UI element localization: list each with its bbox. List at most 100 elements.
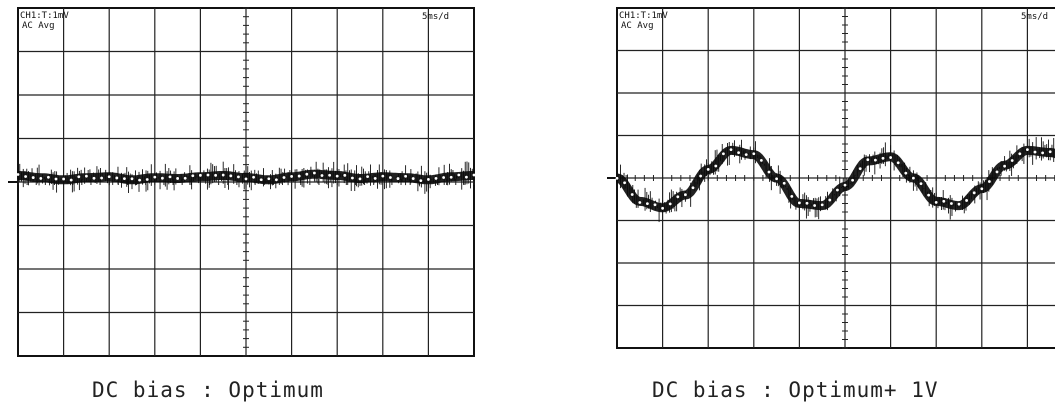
trace-dot xyxy=(313,171,316,175)
trace-dot xyxy=(100,176,103,180)
trace-dot xyxy=(381,174,385,178)
trace-dot xyxy=(199,173,202,177)
trace-dot xyxy=(858,167,862,171)
trace-dot xyxy=(305,172,309,176)
trace-dot xyxy=(176,177,180,180)
channel-label: CH1:T:1mV xyxy=(619,11,668,21)
trace-dot xyxy=(988,180,991,183)
trace-dot xyxy=(54,177,58,181)
trace-dot xyxy=(85,174,88,178)
trace-dot xyxy=(145,178,149,181)
scope-panel-left: CH1:T:1mV AC Avg 5ms/d DC bias : Optimum xyxy=(0,0,490,407)
trace-dot xyxy=(744,153,748,157)
trace-dot xyxy=(684,193,687,197)
trace-dot xyxy=(889,156,892,159)
trace-dot xyxy=(290,175,293,178)
trace-dot xyxy=(320,174,324,177)
trace-dot xyxy=(668,202,672,206)
trace-dot xyxy=(404,174,407,178)
trace-dot xyxy=(411,177,415,180)
trace-dot xyxy=(297,174,301,178)
acquisition-mode-label: AC Avg xyxy=(621,21,654,31)
trace-dot xyxy=(828,198,832,202)
trace-dot xyxy=(24,175,27,178)
trace-dot xyxy=(130,177,134,181)
trace-dot xyxy=(1041,151,1044,155)
trace-dot xyxy=(1003,164,1006,168)
trace-dot xyxy=(214,173,218,177)
trace-dot xyxy=(714,164,718,168)
trace-dot xyxy=(457,173,461,177)
trace-dot xyxy=(442,176,445,179)
trace-dot xyxy=(62,177,65,181)
trace-dot xyxy=(259,178,263,182)
trace-dot xyxy=(47,175,50,179)
trace-dot xyxy=(836,188,839,192)
trace-dot xyxy=(465,175,468,179)
trace-dot xyxy=(39,177,43,180)
trace-dot xyxy=(449,175,453,179)
trace-dot xyxy=(183,176,187,180)
trace-dot xyxy=(373,177,377,180)
trace-dot xyxy=(661,206,664,210)
trace-dot xyxy=(737,151,740,155)
timebase-label: 5ms/d xyxy=(422,12,449,22)
trace-dot xyxy=(881,156,885,160)
trace-dot xyxy=(638,201,642,204)
trace-dot xyxy=(1048,150,1052,154)
trace-dot xyxy=(995,170,999,174)
trace-dot xyxy=(396,177,400,180)
trace-dot xyxy=(229,174,233,178)
trace-dot xyxy=(16,173,20,176)
trace-dot xyxy=(77,175,81,179)
scope-panel-right: CH1:T:1mV AC Avg 5ms/d DC bias : Optimum+ … xyxy=(600,0,1055,407)
trace-dot xyxy=(699,174,702,178)
trace-dot xyxy=(419,179,423,182)
trace-dot xyxy=(722,152,725,156)
trace-dot xyxy=(191,174,195,178)
trace-dot xyxy=(335,174,339,178)
trace-dot xyxy=(874,158,877,162)
trace-dot xyxy=(866,158,870,162)
trace-dot xyxy=(107,175,111,179)
trace-dot xyxy=(927,193,930,197)
trace-dot xyxy=(805,201,809,205)
trace-dot xyxy=(653,203,657,207)
trace-dot xyxy=(934,200,938,204)
trace-dot xyxy=(646,202,649,206)
trace-dot xyxy=(153,175,157,179)
trace-dot xyxy=(275,178,278,182)
trace-dot xyxy=(676,195,680,199)
trace-dot xyxy=(1026,148,1029,151)
channel-label: CH1:T:1mV xyxy=(20,11,69,21)
trace-dot xyxy=(767,170,771,174)
trace-dot xyxy=(957,202,961,206)
trace-dot xyxy=(851,178,854,182)
trace-dot xyxy=(919,182,923,186)
trace-dot xyxy=(282,176,286,179)
trace-dot xyxy=(1018,152,1022,156)
trace-dot xyxy=(115,176,119,180)
trace-dot xyxy=(138,178,142,182)
trace-dot xyxy=(237,175,240,179)
trace-dot xyxy=(972,191,976,195)
trace-dot xyxy=(615,176,619,180)
trace-dot xyxy=(343,173,347,177)
trace-dot xyxy=(92,176,96,180)
trace-dot xyxy=(706,167,710,171)
trace-dot xyxy=(366,175,369,179)
trace-dot xyxy=(252,175,256,179)
trace-dot xyxy=(729,148,733,152)
trace-dot xyxy=(244,177,248,181)
trace-dot xyxy=(161,176,164,180)
trace-dot xyxy=(206,173,210,177)
trace-dot xyxy=(843,183,847,187)
caption-left: DC bias : Optimum xyxy=(92,378,324,402)
trace-dot xyxy=(389,176,392,179)
trace-dot xyxy=(965,199,968,202)
caption-right: DC bias : Optimum+ 1V xyxy=(652,378,939,402)
trace-dot xyxy=(820,203,824,207)
trace-dot xyxy=(623,181,626,185)
